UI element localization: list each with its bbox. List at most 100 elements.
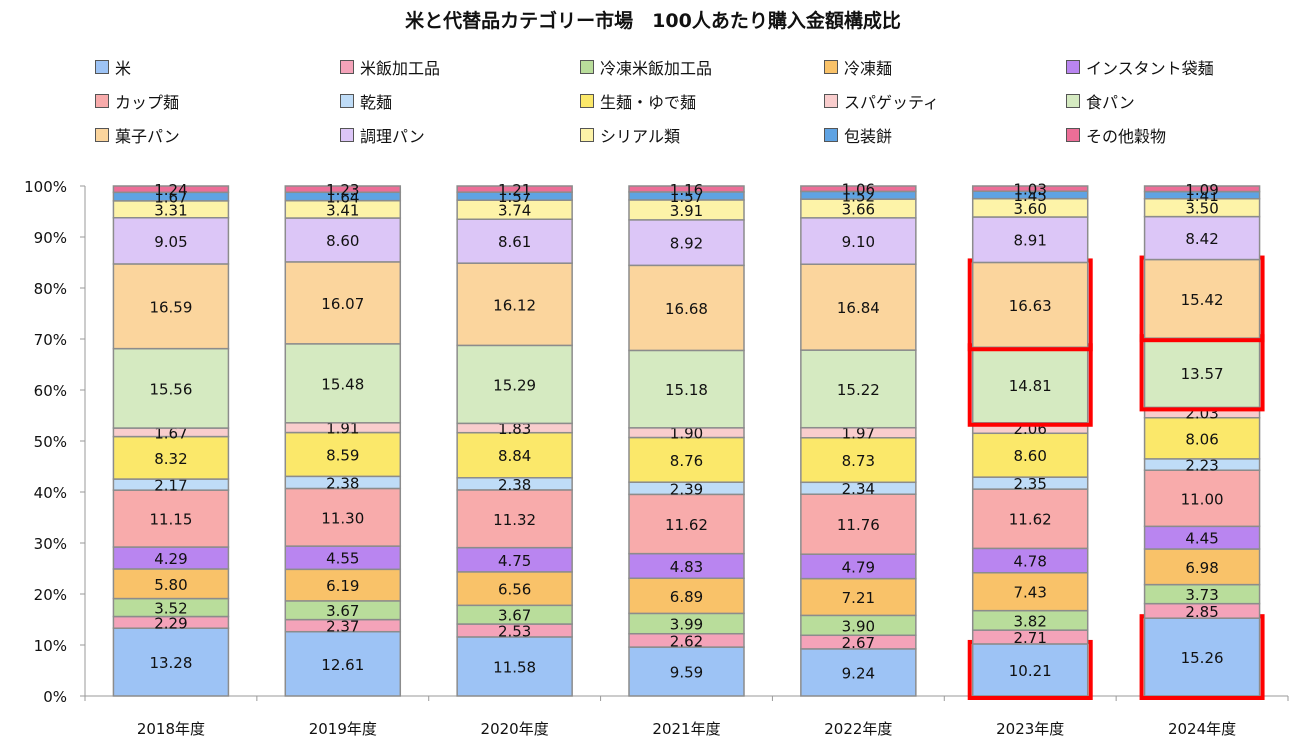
- bar-segment: [971, 432, 1089, 478]
- bar-segment: [628, 577, 745, 615]
- data-label: 2.67: [842, 634, 875, 652]
- data-label: 2.62: [670, 632, 703, 650]
- data-label: 8.32: [154, 450, 187, 468]
- data-label: 3.74: [498, 202, 531, 220]
- legend-label: 冷凍麺: [844, 59, 893, 78]
- bar-segment: [971, 547, 1089, 574]
- data-label: 4.79: [842, 558, 875, 576]
- bar-segment: [456, 185, 573, 193]
- y-tick-label: 80%: [34, 280, 67, 298]
- data-label: 1.83: [498, 420, 531, 438]
- legend-label: 乾麺: [360, 93, 393, 112]
- data-label: 3.67: [498, 607, 531, 625]
- bar-segment: [1143, 337, 1261, 409]
- data-label: 4.78: [1014, 553, 1047, 571]
- data-label: 11.15: [149, 511, 192, 529]
- bar-segment: [112, 489, 230, 548]
- data-label: 1.21: [498, 181, 531, 199]
- legend-label: 食パン: [1086, 93, 1135, 112]
- bar-segment: [971, 216, 1089, 264]
- data-label: 8.06: [1185, 430, 1218, 448]
- x-tick-label: 2020年度: [481, 720, 549, 738]
- data-label: 8.60: [326, 232, 359, 250]
- data-label: 1.09: [1185, 181, 1218, 199]
- legend-swatch: [824, 60, 838, 74]
- legend-item: シリアル類: [580, 124, 680, 146]
- bar-segment: [456, 218, 573, 264]
- bar-segment: [971, 643, 1089, 697]
- data-label: 15.29: [493, 376, 536, 394]
- data-label: 3.73: [1185, 586, 1218, 604]
- legend-swatch: [1066, 60, 1080, 74]
- data-label: 15.56: [149, 380, 192, 398]
- data-label: 2.29: [154, 614, 187, 632]
- data-label: 3.91: [670, 202, 703, 220]
- legend-swatch: [1066, 94, 1080, 108]
- legend-label: スパゲッティ: [844, 93, 940, 112]
- data-label: 7.21: [842, 589, 875, 607]
- legend-item: インスタント袋麺: [1066, 56, 1214, 78]
- bar-segment: [800, 185, 917, 193]
- bar-segment: [628, 185, 745, 193]
- y-tick-label: 70%: [34, 331, 67, 349]
- data-label: 4.75: [498, 552, 531, 570]
- y-tick-label: 30%: [34, 535, 67, 553]
- data-label: 4.29: [154, 550, 187, 568]
- data-label: 4.45: [1185, 530, 1218, 548]
- data-label: 8.42: [1185, 230, 1218, 248]
- bar-segment: [112, 568, 230, 600]
- legend-item: 食パン: [1066, 90, 1135, 112]
- data-label: 1.23: [326, 181, 359, 199]
- bar-segment: [628, 646, 745, 697]
- data-label: 16.59: [149, 298, 192, 316]
- data-label: 15.42: [1181, 291, 1224, 309]
- data-label: 3.67: [326, 602, 359, 620]
- legend-label: 生麺・ゆで麺: [600, 93, 697, 112]
- data-label: 2.38: [326, 474, 359, 492]
- data-label: 16.07: [321, 295, 364, 313]
- legend-label: 包装餅: [844, 127, 893, 146]
- bar-segment: [456, 546, 573, 573]
- bar-segment: [971, 346, 1089, 424]
- data-label: 6.19: [326, 577, 359, 595]
- legend-item: 冷凍麺: [824, 56, 892, 78]
- legend-item: 調理パン: [340, 124, 425, 146]
- data-label: 3.50: [1185, 200, 1218, 218]
- bar-segment: [456, 431, 573, 479]
- chart-title: 米と代替品カテゴリー市場 100人あたり購入金額構成比: [405, 10, 901, 32]
- bar-segment: [800, 577, 917, 617]
- bar-segment: [284, 343, 402, 424]
- data-label: 16.84: [837, 299, 880, 317]
- bar-segment: [112, 627, 230, 697]
- data-label: 7.43: [1014, 584, 1047, 602]
- legend-item: 米: [95, 56, 131, 78]
- bar-segment: [628, 493, 745, 555]
- data-label: 2.53: [498, 622, 531, 640]
- data-label: 6.56: [498, 581, 531, 599]
- legend-swatch: [1066, 128, 1080, 142]
- legend-item: 冷凍米飯加工品: [580, 56, 712, 78]
- data-label: 1.67: [154, 189, 187, 207]
- y-tick-label: 60%: [34, 382, 67, 400]
- data-label: 8.61: [498, 233, 531, 251]
- data-label: 2.71: [1014, 629, 1047, 647]
- data-label: 8.91: [1014, 232, 1047, 250]
- legend-swatch: [340, 94, 354, 108]
- bar-segment: [628, 219, 745, 267]
- legend-label: シリアル類: [600, 127, 681, 146]
- bar-segment: [284, 487, 402, 547]
- data-label: 3.82: [1014, 612, 1047, 630]
- data-label: 6.98: [1185, 559, 1218, 577]
- data-label: 3.60: [1014, 200, 1047, 218]
- data-label: 5.80: [154, 576, 187, 594]
- bar-segment: [800, 437, 917, 484]
- bar-segment: [971, 261, 1089, 348]
- legend-label: カップ麺: [115, 93, 180, 112]
- bar-segment: [971, 571, 1089, 612]
- legend-item: カップ麺: [95, 90, 179, 112]
- x-tick-label: 2024年度: [1168, 720, 1236, 738]
- data-label: 3.99: [670, 616, 703, 634]
- bar-segment: [1143, 548, 1261, 586]
- legend-item: 乾麺: [340, 90, 392, 112]
- x-tick-label: 2021年度: [652, 720, 720, 738]
